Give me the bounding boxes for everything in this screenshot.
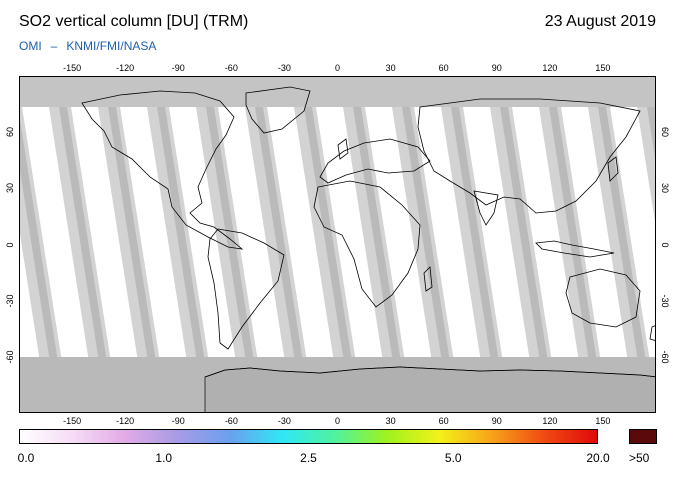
left-lat-tick: 0 [5,242,15,248]
swath-gap-dark [157,107,205,362]
data-credit: OMI – KNMI/FMI/NASA [19,39,165,53]
top-lon-tick: 30 [385,63,396,73]
bottom-lon-tick: -90 [171,416,185,426]
top-lon-tick: 120 [542,63,558,73]
coast-south-america [207,228,285,350]
coastlines [81,86,655,378]
top-lon-tick: 150 [595,63,611,73]
coast-new-zealand [649,325,655,341]
top-lon-tick: -120 [116,63,135,73]
coast-indonesia [535,240,615,258]
antarctica-landmass [204,366,655,412]
swath-gap-dark [598,107,646,362]
overflow-label: >50 [629,451,650,465]
swath-gap-dark [500,107,548,362]
map-date: 23 August 2019 [544,13,656,30]
right-lat-tick: 0 [660,241,670,247]
color-scale-tick-label: 2.5 [300,451,317,465]
bottom-lon-tick: 30 [385,416,396,426]
top-lon-tick: 60 [438,63,449,73]
swath-gap-dark [206,107,254,362]
coast-europe [319,138,431,184]
coast-greenland [245,86,311,134]
right-lat-tick: 30 [660,183,670,194]
top-lon-tick: 90 [491,63,502,73]
bottom-lon-tick: 150 [595,416,611,426]
color-scale-tick-label: 1.0 [155,451,173,465]
left-lat-tick: -60 [5,350,15,364]
coast-australia [565,268,641,328]
credit-agencies: KNMI/FMI/NASA [66,39,157,53]
color-scale-bar [19,429,598,444]
top-lon-tick: 0 [334,63,340,73]
orbit-gap-swaths [20,107,655,362]
top-lon-tick: -90 [171,63,185,73]
left-lat-tick: -30 [5,294,15,308]
swath-gap-light [20,107,62,362]
top-lon-tick: -60 [224,63,238,73]
credit-instrument: OMI [19,39,42,53]
swath-gap-dark [108,107,156,362]
swath-gap-dark [647,107,655,158]
swath-gap-dark [20,119,58,362]
right-lat-tick: -60 [660,350,670,364]
overflow-color-swatch [629,429,657,444]
coast-madagascar [423,266,433,292]
bottom-lon-tick: -30 [277,416,291,426]
swath-gap-dark [451,107,499,362]
swath-gap-dark [59,107,107,362]
top-lon-tick: -150 [63,63,82,73]
swath-gap-dark [255,107,303,362]
left-lat-tick: 30 [5,183,15,194]
coast-japan [607,156,619,182]
bottom-lon-tick: 120 [542,416,558,426]
credit-dash: – [50,39,58,53]
coast-india [473,190,499,226]
swath-gap-dark [549,107,597,362]
coast-north-america [81,90,244,250]
bottom-lon-tick: -150 [63,416,82,426]
swath-gap-dark [304,107,352,362]
bottom-lon-tick: 90 [491,416,502,426]
map-canvas [20,77,655,412]
color-scale-tick-label: 20.0 [586,451,610,465]
bottom-lon-tick: 60 [438,416,449,426]
right-lat-tick: -30 [660,294,670,308]
coast-uk [337,138,349,160]
bottom-lon-tick: -60 [224,416,238,426]
coast-asia [417,98,641,214]
color-scale-tick-label: 5.0 [444,451,462,465]
bottom-lon-tick: 0 [334,416,340,426]
top-lon-tick: -30 [277,63,291,73]
color-scale-tick-label: 0.0 [17,451,35,465]
left-lat-tick: 60 [5,127,15,138]
bottom-lon-tick: -120 [116,416,135,426]
so2-world-map [19,76,656,413]
coast-africa [313,180,421,308]
map-title: SO2 vertical column [DU] (TRM) [19,13,249,30]
coast-antarctica [204,366,655,378]
swath-gap-light [637,107,655,222]
arctic-no-data-zone [20,77,655,107]
swath-gap-dark [353,107,401,362]
right-lat-tick: 60 [660,127,670,138]
